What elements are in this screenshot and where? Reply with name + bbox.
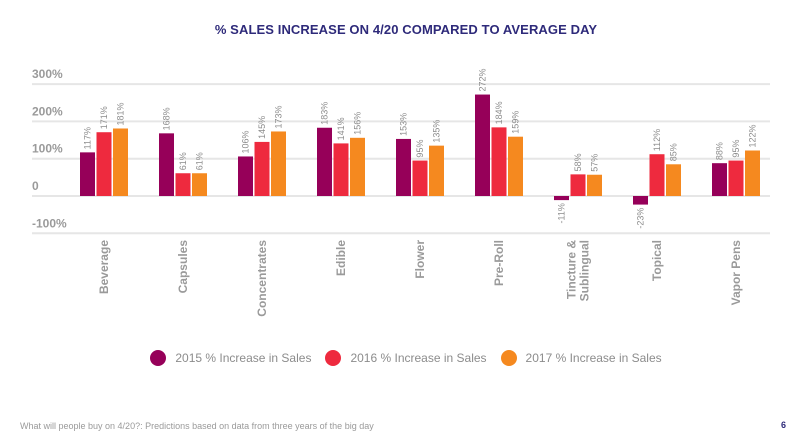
bar bbox=[317, 127, 332, 196]
data-label: 272% bbox=[478, 69, 488, 92]
data-labels: 117% 171% 181% 168% 61% 61% 106% 145% 173% 183% 14… bbox=[83, 69, 758, 229]
x-tick-label: Vapor Pens bbox=[729, 240, 743, 306]
data-label: 88% bbox=[715, 142, 725, 160]
bar bbox=[175, 173, 191, 196]
legend-item-2017[interactable]: 2017 % Increase in Sales bbox=[500, 350, 662, 366]
bar bbox=[350, 137, 365, 196]
data-label: 141% bbox=[336, 117, 346, 140]
data-label: 181% bbox=[116, 102, 126, 125]
bar bbox=[238, 156, 253, 196]
bar bbox=[587, 174, 602, 196]
data-label: 57% bbox=[590, 154, 600, 172]
x-tick-label: Pre-Roll bbox=[492, 240, 506, 286]
bar bbox=[254, 141, 270, 196]
x-tick-label: Capsules bbox=[176, 240, 190, 294]
data-label: 156% bbox=[353, 112, 363, 135]
data-label: 95% bbox=[415, 140, 425, 158]
x-tick-label: Sublingual bbox=[578, 240, 592, 301]
legend-swatch-2016 bbox=[325, 350, 342, 366]
legend-label-2017: 2017 % Increase in Sales bbox=[525, 351, 662, 365]
legend: 2015 % Increase in Sales 2016 % Increase… bbox=[0, 350, 812, 366]
bar bbox=[412, 160, 428, 196]
legend-swatch-2015 bbox=[150, 350, 167, 366]
bar bbox=[570, 174, 586, 196]
y-axis-labels: 300% 200% 100% 0 -100% bbox=[32, 67, 67, 230]
chart-title: % SALES INCREASE ON 4/20 COMPARED TO AVE… bbox=[214, 22, 598, 37]
data-label: 159% bbox=[511, 111, 521, 134]
data-label: 85% bbox=[669, 143, 679, 161]
y-tick-label: 100% bbox=[32, 142, 63, 156]
bar bbox=[712, 163, 727, 196]
data-label: 153% bbox=[399, 113, 409, 136]
y-tick-label: 200% bbox=[32, 104, 63, 118]
data-label: 112% bbox=[652, 129, 662, 151]
bar bbox=[80, 152, 95, 196]
bar bbox=[666, 164, 681, 196]
bar bbox=[192, 173, 207, 196]
bar bbox=[508, 136, 523, 196]
bar bbox=[728, 160, 744, 196]
bar bbox=[429, 145, 444, 196]
data-label: 173% bbox=[274, 105, 284, 128]
data-label: 171% bbox=[99, 106, 109, 129]
bar bbox=[271, 131, 286, 196]
data-label: 95% bbox=[731, 140, 741, 158]
legend-label-2016: 2016 % Increase in Sales bbox=[350, 351, 487, 365]
data-label: 61% bbox=[178, 152, 188, 170]
bar bbox=[491, 127, 507, 196]
data-label: 106% bbox=[241, 130, 251, 153]
legend-swatch-2017 bbox=[500, 350, 517, 366]
data-label: 168% bbox=[162, 107, 172, 130]
x-tick-label: Tincture & bbox=[565, 240, 579, 299]
bar bbox=[159, 133, 174, 196]
page-number: 6 bbox=[780, 420, 786, 430]
x-tick-label: Beverage bbox=[97, 240, 111, 294]
data-label: 183% bbox=[320, 102, 330, 125]
x-tick-label: Edible bbox=[334, 240, 348, 276]
legend-label-2015: 2015 % Increase in Sales bbox=[175, 351, 312, 365]
x-tick-label: Flower bbox=[413, 240, 427, 279]
bar bbox=[745, 150, 760, 196]
bar bbox=[96, 132, 112, 196]
y-tick-label: 300% bbox=[32, 67, 63, 81]
y-tick-label: -100% bbox=[32, 216, 67, 230]
legend-item-2015[interactable]: 2015 % Increase in Sales bbox=[150, 350, 311, 366]
bar bbox=[333, 143, 349, 196]
data-label: 122% bbox=[748, 124, 758, 147]
bar bbox=[633, 196, 648, 205]
bars bbox=[80, 94, 760, 205]
data-label: 184% bbox=[494, 101, 504, 124]
bar bbox=[113, 128, 128, 196]
data-label: 58% bbox=[573, 153, 583, 171]
x-tick-label: Topical bbox=[650, 240, 664, 281]
data-label: 135% bbox=[432, 120, 442, 143]
bar bbox=[396, 138, 411, 196]
footer-caption: What will people buy on 4/20?: Predictio… bbox=[20, 421, 374, 431]
data-label: -11% bbox=[557, 203, 567, 223]
legend-item-2016[interactable]: 2016 % Increase in Sales bbox=[325, 350, 487, 366]
data-label: 145% bbox=[257, 116, 267, 139]
x-tick-label: Concentrates bbox=[255, 240, 269, 317]
data-label: 61% bbox=[195, 152, 205, 170]
data-label: 117% bbox=[83, 127, 93, 149]
bar bbox=[649, 154, 665, 196]
data-label: -23% bbox=[636, 208, 646, 229]
x-axis-labels: Beverage Capsules Concentrates Edible Flower… bbox=[97, 240, 743, 317]
bar bbox=[554, 196, 569, 201]
bar bbox=[475, 94, 490, 196]
bar-chart: 300% 200% 100% 0 -100% 117% 171% 181% 168% 61% 61… bbox=[32, 67, 770, 317]
y-tick-label: 0 bbox=[32, 179, 39, 193]
